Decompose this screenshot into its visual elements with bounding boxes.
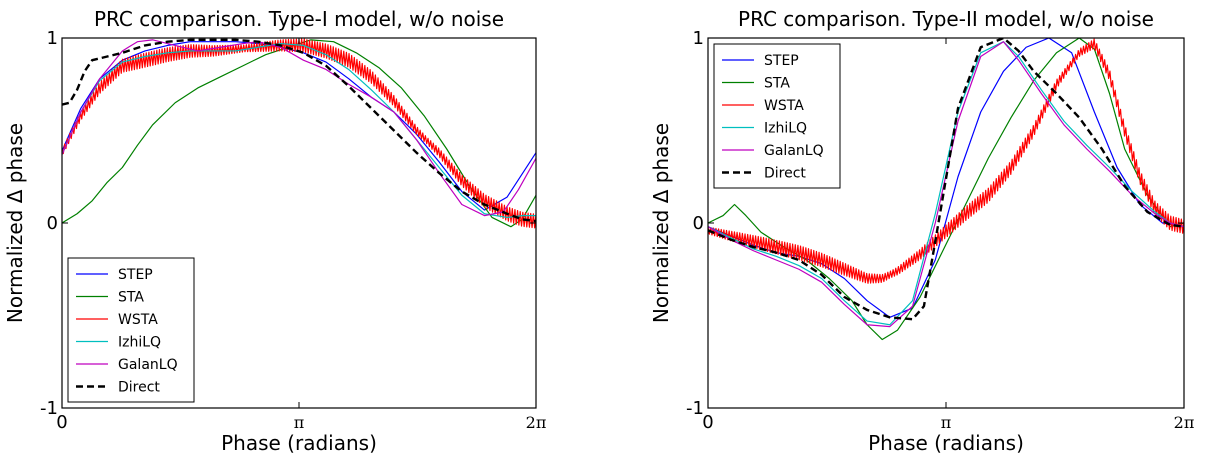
legend-label-wsta: WSTA — [764, 98, 804, 114]
x-tick-label: π — [941, 413, 952, 432]
legend-label-direct: Direct — [764, 166, 806, 182]
series-line-galanlq — [708, 41, 1184, 328]
y-tick-label: 1 — [693, 28, 704, 49]
legend-box — [713, 43, 841, 189]
y-axis-label: Normalized Δ phase — [649, 123, 673, 323]
series-group — [708, 38, 1184, 341]
series-line-wsta — [62, 38, 536, 229]
legend-label-step: STEP — [118, 267, 153, 283]
legend-label-direct: Direct — [118, 380, 160, 396]
chart-panel-1: PRC comparison. Type-I model, w/o noise P… — [3, 7, 546, 455]
legend-box — [67, 257, 195, 403]
legend-label-sta: STA — [764, 76, 790, 92]
legend-label-step: STEP — [764, 53, 799, 69]
chart-title: PRC comparison. Type-II model, w/o noise — [738, 7, 1154, 31]
x-tick-label: 0 — [702, 412, 713, 433]
y-tick-label: 0 — [693, 213, 704, 234]
x-axis-label: Phase (radians) — [221, 431, 377, 455]
series-line-step — [62, 41, 536, 211]
x-tick-label: 2π — [1174, 413, 1195, 432]
legend-label-wsta: WSTA — [118, 312, 158, 328]
legend-label-sta: STA — [118, 290, 144, 306]
series-line-sta — [62, 39, 536, 228]
legend: STEP STA WSTA IzhiLQ GalanLQ Direct — [713, 43, 841, 189]
series-line-direct — [62, 38, 536, 223]
legend-label-galanlq: GalanLQ — [764, 143, 824, 159]
series-line-step — [708, 38, 1184, 318]
legend-label-galanlq: GalanLQ — [118, 357, 178, 373]
series-line-direct — [708, 38, 1184, 321]
chart-panel-2: PRC comparison. Type-II model, w/o noise… — [649, 7, 1194, 455]
chart-title: PRC comparison. Type-I model, w/o noise — [94, 7, 504, 31]
legend-label-izhilq: IzhiLQ — [118, 335, 161, 351]
x-tick-label: 2π — [526, 413, 547, 432]
series-line-izhilq — [62, 42, 536, 219]
series-line-wsta — [708, 38, 1184, 284]
series-group — [62, 38, 536, 229]
y-axis-label: Normalized Δ phase — [3, 123, 27, 323]
x-axis-label: Phase (radians) — [868, 431, 1024, 455]
y-tick-label: -1 — [40, 398, 58, 419]
x-tick-label: 0 — [56, 412, 67, 433]
series-line-sta — [708, 38, 1184, 341]
legend: STEP STA WSTA IzhiLQ GalanLQ Direct — [67, 257, 195, 403]
x-tick-label: π — [294, 413, 305, 432]
legend-label-izhilq: IzhiLQ — [764, 121, 807, 137]
y-tick-label: 0 — [47, 213, 58, 234]
series-line-galanlq — [62, 39, 536, 217]
y-tick-label: 1 — [47, 28, 58, 49]
y-tick-label: -1 — [686, 398, 704, 419]
